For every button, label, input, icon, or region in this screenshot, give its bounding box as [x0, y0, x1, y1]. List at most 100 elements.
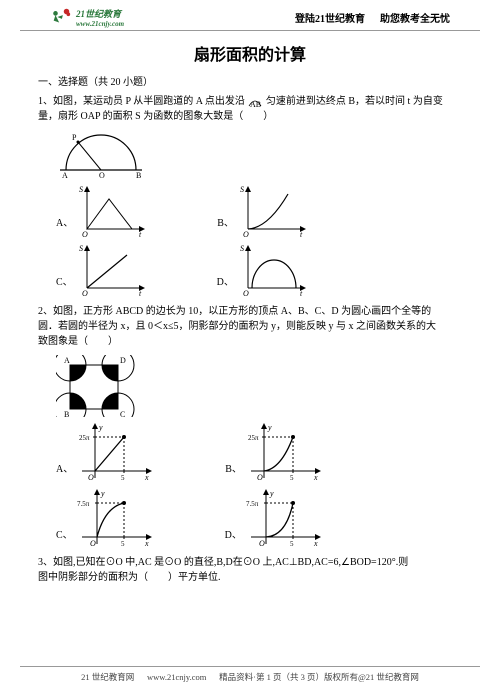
q2-opt-c: C、 y x O 7.5π 5 — [56, 489, 155, 551]
svg-text:y: y — [98, 423, 103, 432]
q2-graph-b: y x O 25π 5 — [246, 423, 324, 485]
svg-text:5: 5 — [290, 540, 294, 548]
arc-ab-icon: AB — [247, 96, 263, 108]
content-area: 一、选择题（共 20 小题） 1、如图，某运动员 P 从半圆跑道的 A 点出发沿… — [0, 73, 500, 585]
page-header: 21世纪教育 www.21cnjy.com 登陆21世纪教育 助您教考全无忧 — [20, 0, 480, 31]
svg-text:A: A — [62, 171, 68, 178]
question-3: 3、如图,已知在⊙O 中,AC 是⊙O 的直径,B,D在⊙O 上,AC⊥BD,A… — [38, 555, 462, 585]
svg-text:S: S — [79, 185, 83, 194]
q1-graph-b: S t O — [238, 184, 308, 239]
svg-text:x: x — [144, 473, 149, 482]
page-title: 扇形面积的计算 — [0, 41, 500, 65]
footer-url: www.21cnjy.com — [147, 672, 206, 682]
q2-opt-d-label: D、 — [225, 526, 242, 541]
svg-text:D: D — [120, 356, 126, 365]
q1-graph-d: S t O — [238, 243, 308, 298]
svg-text:7.5π: 7.5π — [246, 500, 259, 508]
q1-line2: 量，扇形 OAP 的面积 S 为函数的图象大致是（ ） — [38, 111, 273, 122]
q1-opt-c-label: C、 — [56, 273, 73, 288]
svg-text:O: O — [259, 539, 265, 548]
svg-text:B: B — [64, 410, 69, 417]
q1-mid: 匀速前进到达终点 B，若以时间 t 为自变 — [266, 96, 443, 107]
q1-opt-a: A、 S t O — [56, 184, 147, 239]
q1-line1: 1、如图，某运动员 P 从半圆跑道的 A 点出发沿 — [38, 96, 245, 107]
svg-text:S: S — [79, 244, 83, 253]
q2-square-circles: A D B C — [56, 355, 136, 417]
footer-mid: 精品资料·第 1 页（共 3 页）版权所有@21 世纪教育网 — [219, 672, 419, 682]
q2-options-cd: C、 y x O 7.5π 5 D、 — [56, 489, 462, 551]
q2-opt-b: B、 y x O 25π 5 — [225, 423, 324, 485]
svg-text:x: x — [313, 539, 318, 548]
svg-text:5: 5 — [121, 474, 125, 482]
q2-l3: 致图象是（ ） — [38, 336, 118, 347]
logo-icon — [50, 6, 72, 28]
svg-text:25π: 25π — [248, 434, 259, 442]
q1-opt-b-label: B、 — [217, 214, 234, 229]
footer-site: 21 世纪教育网 — [81, 672, 134, 682]
q1-opt-a-label: A、 — [56, 214, 73, 229]
svg-text:O: O — [99, 171, 105, 178]
q1-options-cd: C、 S t O D、 S t O — [56, 243, 462, 298]
q2-opt-d: D、 y x O 7.5π 5 — [225, 489, 324, 551]
slogan-right: 助您教考全无忧 — [380, 14, 450, 25]
q1-opt-d-label: D、 — [217, 273, 234, 288]
svg-text:x: x — [313, 473, 318, 482]
q2-options-ab: A、 y x O 25π 5 B、 — [56, 423, 462, 485]
svg-text:B: B — [136, 171, 141, 178]
svg-text:t: t — [300, 289, 303, 298]
q2-figure: A D B C — [56, 355, 462, 417]
svg-text:O: O — [257, 473, 263, 482]
svg-text:O: O — [82, 230, 88, 239]
svg-text:O: O — [243, 289, 249, 298]
logo-brand: 21世纪教育 — [76, 7, 124, 20]
q2-l1: 2、如图，正方形 ABCD 的边长为 10，以正方形的顶点 A、B、C、D 为圆… — [38, 306, 431, 317]
header-slogan: 登陆21世纪教育 助您教考全无忧 — [295, 10, 450, 25]
q1-figure: A B O P — [56, 128, 462, 178]
svg-text:y: y — [269, 489, 274, 498]
q1-graph-a: S t O — [77, 184, 147, 239]
svg-text:P: P — [72, 133, 77, 142]
logo-text-group: 21世纪教育 www.21cnjy.com — [76, 7, 124, 28]
logo-url: www.21cnjy.com — [76, 20, 124, 28]
svg-text:AB: AB — [250, 100, 261, 108]
svg-text:O: O — [243, 230, 249, 239]
question-1: 1、如图，某运动员 P 从半圆跑道的 A 点出发沿 AB 匀速前进到达终点 B，… — [38, 94, 462, 124]
svg-text:t: t — [300, 230, 303, 239]
svg-text:t: t — [139, 230, 142, 239]
svg-text:A: A — [64, 356, 70, 365]
q2-opt-a: A、 y x O 25π 5 — [56, 423, 155, 485]
svg-text:5: 5 — [121, 540, 125, 548]
q2-opt-c-label: C、 — [56, 526, 73, 541]
q2-opt-b-label: B、 — [225, 460, 242, 475]
svg-text:25π: 25π — [79, 434, 90, 442]
svg-text:O: O — [88, 473, 94, 482]
svg-text:y: y — [267, 423, 272, 432]
svg-text:S: S — [240, 185, 244, 194]
question-2: 2、如图，正方形 ABCD 的边长为 10，以正方形的顶点 A、B、C、D 为圆… — [38, 304, 462, 349]
section-header: 一、选择题（共 20 小题） — [38, 73, 462, 88]
svg-text:O: O — [90, 539, 96, 548]
slogan-left: 登陆21世纪教育 — [295, 14, 365, 25]
svg-text:S: S — [240, 244, 244, 253]
logo-area: 21世纪教育 www.21cnjy.com — [50, 6, 124, 28]
q1-options-ab: A、 S t O B、 S t O — [56, 184, 462, 239]
svg-text:t: t — [139, 289, 142, 298]
svg-text:O: O — [82, 289, 88, 298]
svg-text:x: x — [144, 539, 149, 548]
q3-l1: 3、如图,已知在⊙O 中,AC 是⊙O 的直径,B,D在⊙O 上,AC⊥BD,A… — [38, 557, 408, 568]
svg-text:C: C — [120, 410, 125, 417]
q2-graph-a: y x O 25π 5 — [77, 423, 155, 485]
q2-graph-d: y x O 7.5π 5 — [246, 489, 324, 551]
q1-graph-c: S t O — [77, 243, 147, 298]
q1-semicircle: A B O P — [56, 128, 146, 178]
q2-opt-a-label: A、 — [56, 460, 73, 475]
q2-graph-c: y x O 7.5π 5 — [77, 489, 155, 551]
q1-opt-c: C、 S t O — [56, 243, 147, 298]
q1-opt-d: D、 S t O — [217, 243, 308, 298]
svg-text:y: y — [100, 489, 105, 498]
svg-text:7.5π: 7.5π — [77, 500, 90, 508]
q2-l2: 圆．若圆的半径为 x，且 0＜x≤5，阴影部分的面积为 y，则能反映 y 与 x… — [38, 321, 436, 332]
q3-l2: 图中阴影部分的面积为（ ）平方单位. — [38, 572, 221, 583]
svg-text:5: 5 — [290, 474, 294, 482]
page-footer: 21 世纪教育网 www.21cnjy.com 精品资料·第 1 页（共 3 页… — [20, 666, 480, 683]
